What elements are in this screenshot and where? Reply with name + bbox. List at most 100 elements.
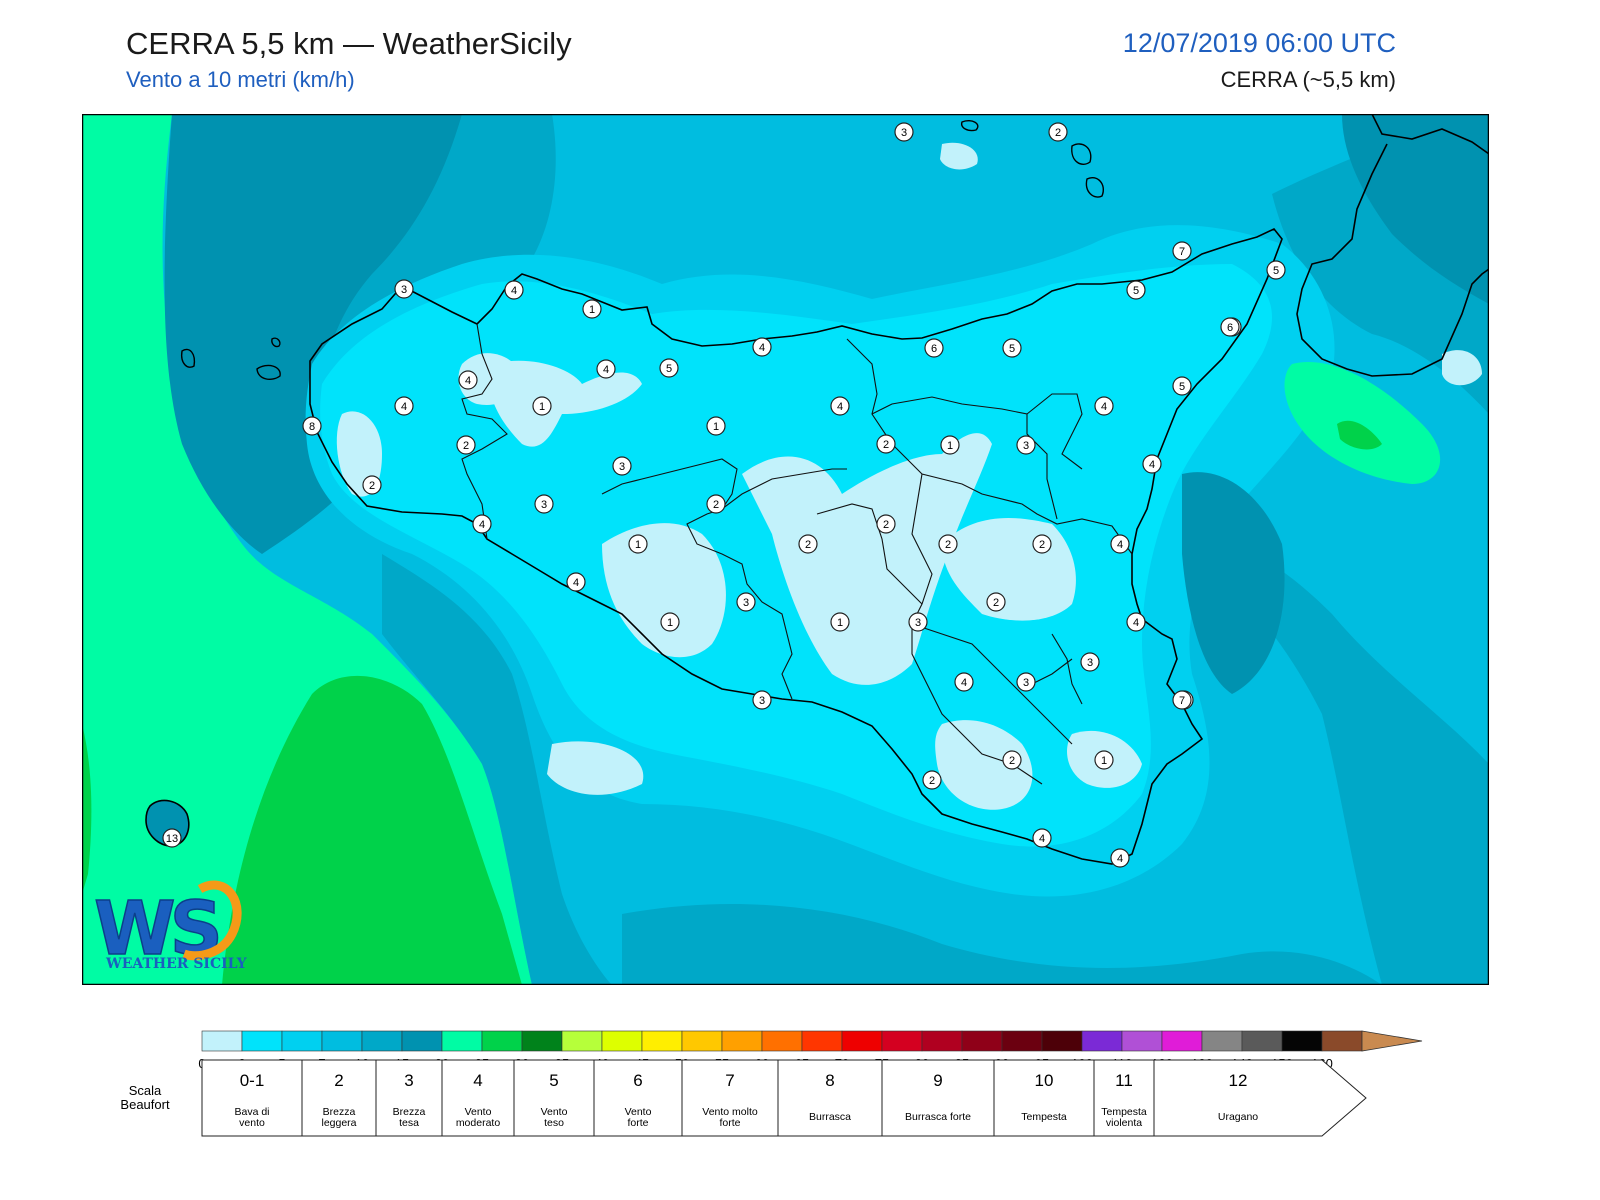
station-marker-circle [362, 475, 382, 495]
wind-band-0-e [742, 433, 992, 685]
station-value: 8 [309, 421, 315, 433]
station-marker-circle [472, 514, 492, 534]
station-marker-circle [940, 435, 960, 455]
beaufort-description: Vento moderato [456, 1106, 501, 1129]
station-marker: 4 [1110, 848, 1130, 868]
wind-band-0-i [940, 142, 978, 170]
station-marker-circle [954, 672, 974, 692]
station-value: 2 [369, 480, 375, 492]
beaufort-cell: 10 Tempesta [993, 1059, 1095, 1137]
station-marker-circle [876, 434, 896, 454]
station-marker: 3 [394, 279, 414, 299]
station-marker-circle [830, 612, 850, 632]
beaufort-cell-box [681, 1059, 779, 1137]
station-marker: 3 [612, 456, 632, 476]
forecast-datetime: 12/07/2019 06:00 UTC [1122, 28, 1396, 58]
station-marker-circle [706, 416, 726, 436]
scale-swatch [641, 1030, 683, 1052]
station-marker-circle [582, 299, 602, 319]
scale-swatch [761, 1030, 803, 1052]
beaufort-description: Vento teso [541, 1106, 568, 1129]
station-marker-circle [894, 122, 914, 142]
station-marker-circle [1220, 317, 1240, 337]
station-marker: 2 [938, 534, 958, 554]
station-marker-circle [458, 370, 478, 390]
beaufort-number: 4 [473, 1071, 482, 1090]
beaufort-number: 7 [725, 1071, 734, 1090]
scale-swatch [601, 1030, 643, 1052]
beaufort-number: 0-1 [240, 1071, 265, 1090]
egadi-islands [180, 337, 281, 381]
station-marker: 4 [752, 337, 772, 357]
station-value: 4 [759, 342, 765, 354]
beaufort-cell: 11 Tempesta violenta [1093, 1059, 1155, 1137]
beaufort-description: Burrasca forte [905, 1111, 971, 1123]
beaufort-cell-arrow [1153, 1059, 1367, 1137]
station-marker: 4 [394, 396, 414, 416]
scale-swatch [921, 1030, 963, 1052]
station-value: 4 [479, 519, 485, 531]
station-value: 1 [589, 304, 595, 316]
station-marker-circle [1172, 690, 1192, 710]
station-value: 3 [1087, 657, 1093, 669]
station-marker: 2 [798, 534, 818, 554]
station-value: 1 [713, 421, 719, 433]
station-marker: 3 [1016, 672, 1036, 692]
station-value: 1 [837, 617, 843, 629]
scale-swatch [1041, 1030, 1083, 1052]
model-label: CERRA (~5,5 km) [1220, 67, 1396, 92]
beaufort-number: 11 [1115, 1071, 1133, 1090]
station-marker-circle [532, 396, 552, 416]
station-marker: 4 [1110, 534, 1130, 554]
station-marker: 1 [1094, 750, 1114, 770]
scale-swatch [721, 1030, 763, 1052]
station-value: 3 [619, 461, 625, 473]
station-value: 5 [1273, 265, 1279, 277]
scale-swatch [841, 1030, 883, 1052]
beaufort-cell-box [593, 1059, 683, 1137]
station-marker-circle [1002, 338, 1022, 358]
station-marker: 5 [659, 358, 679, 378]
station-marker-circle [162, 828, 182, 848]
beaufort-description: Tempesta violenta [1101, 1106, 1147, 1129]
station-marker: 1 [706, 416, 726, 436]
station-marker-circle [612, 456, 632, 476]
station-marker: 4 [1142, 454, 1162, 474]
beaufort-number: 12 [1229, 1071, 1248, 1090]
wind-band-0-d [602, 523, 726, 658]
station-marker-circle [660, 612, 680, 632]
beaufort-number: 5 [549, 1071, 558, 1090]
scale-swatch [1241, 1030, 1283, 1052]
logo-swoosh [182, 880, 242, 961]
station-marker: 4 [954, 672, 974, 692]
beaufort-number: 8 [825, 1071, 834, 1090]
beaufort-cell-box [441, 1059, 515, 1137]
scale-swatch [1281, 1030, 1323, 1052]
station-value: 3 [901, 127, 907, 139]
logo-text: WEATHER SICILY [105, 956, 248, 972]
station-marker: 2 [706, 494, 726, 514]
beaufort-cell: 2 Brezza leggera [301, 1059, 377, 1137]
station-marker: 1 [532, 396, 552, 416]
scale-swatch [481, 1030, 523, 1052]
beaufort-description: Bava di vento [234, 1106, 269, 1129]
scale-swatch [1161, 1030, 1203, 1052]
station-marker: 4 [1126, 612, 1146, 632]
station-marker: 5 [1172, 376, 1192, 396]
beaufort-description: Brezza tesa [393, 1106, 426, 1129]
station-value: 3 [915, 617, 921, 629]
station-value: 2 [883, 519, 889, 531]
station-marker: 3 [908, 612, 928, 632]
station-value: 7 [1179, 246, 1185, 258]
station-marker-circle [908, 612, 928, 632]
wind-band-10-south [382, 554, 612, 985]
station-marker: 4 [566, 572, 586, 592]
wind-band-0-g [935, 720, 1033, 810]
station-marker: 5 [1002, 338, 1022, 358]
beaufort-cell: 5 Vento teso [513, 1059, 595, 1137]
wind-band-25-east [1337, 420, 1382, 450]
scale-swatch [881, 1030, 923, 1052]
beaufort-cell: 3 Brezza tesa [375, 1059, 443, 1137]
station-marker: 3 [736, 592, 756, 612]
station-value: 1 [667, 617, 673, 629]
